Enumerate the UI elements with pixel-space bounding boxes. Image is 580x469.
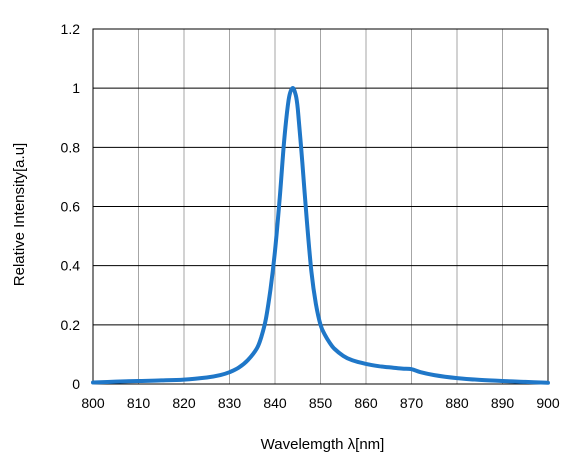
y-tick-label: 0.8: [61, 139, 81, 155]
x-tick-label: 800: [81, 395, 105, 411]
y-axis-label: Relative Intensity[a.u]: [11, 143, 28, 286]
x-tick-label: 870: [400, 395, 424, 411]
grid: [93, 29, 548, 384]
series-line: [91, 86, 550, 385]
y-tick-label: 1.2: [61, 21, 81, 37]
y-tick-label: 0.6: [61, 199, 81, 215]
x-tick-label: 820: [172, 395, 196, 411]
y-tick-label: 1: [72, 80, 80, 96]
y-axis-ticks: 0 0.2 0.4 0.6 0.8 1 1.2: [61, 21, 81, 392]
x-tick-label: 880: [445, 395, 469, 411]
x-tick-label: 900: [536, 395, 560, 411]
plot-area-frame: [92, 28, 549, 385]
y-tick-label: 0.4: [61, 258, 81, 274]
x-tick-label: 830: [218, 395, 242, 411]
x-tick-label: 850: [309, 395, 333, 411]
x-axis-label: Wavelemgth λ[nm]: [261, 436, 385, 453]
x-axis-ticks: 800 810 820 830 840 850 860 870 880 890 900: [81, 395, 560, 411]
y-tick-label: 0: [72, 376, 80, 392]
x-tick-label: 810: [127, 395, 151, 411]
x-tick-label: 860: [354, 395, 378, 411]
x-tick-label: 840: [263, 395, 287, 411]
y-tick-label: 0.2: [61, 317, 81, 333]
x-tick-label: 890: [491, 395, 515, 411]
series-layer: [91, 86, 550, 385]
